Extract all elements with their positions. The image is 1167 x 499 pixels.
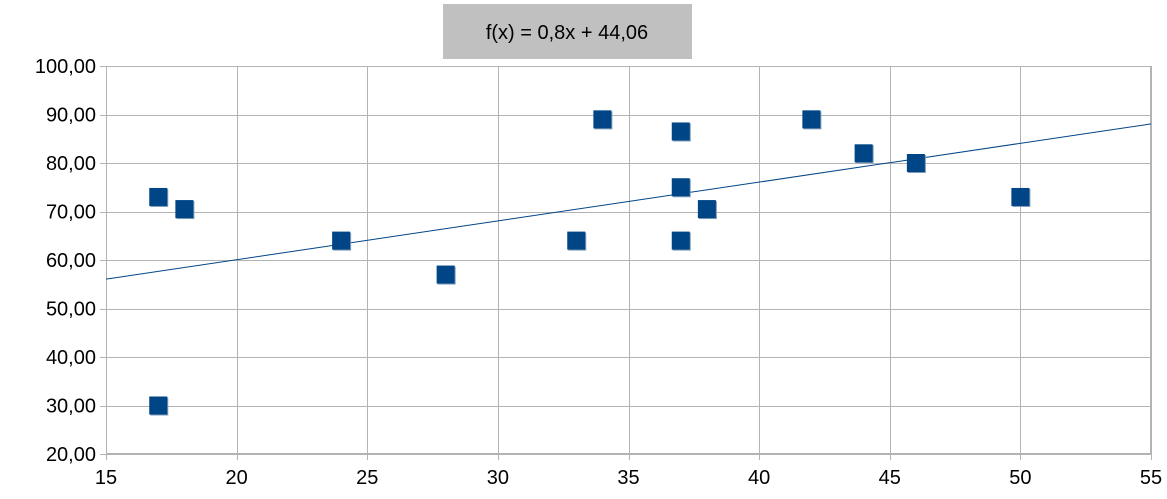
data-point	[175, 200, 193, 218]
x-tick-label: 55	[1140, 467, 1162, 489]
y-tick-label: 80,00	[46, 153, 96, 175]
equation-box: f(x) = 0,8x + 44,06	[443, 4, 692, 59]
x-tick-labels: 15 20 25 30 35 40 45 50 55	[95, 467, 1162, 489]
data-point	[698, 200, 716, 218]
data-point	[332, 232, 350, 250]
data-point	[672, 232, 690, 250]
data-points	[149, 110, 1030, 415]
x-tick-label: 45	[879, 467, 901, 489]
x-tick-label: 20	[226, 467, 248, 489]
y-tick-label: 90,00	[46, 105, 96, 127]
y-tick-label: 60,00	[46, 250, 96, 272]
data-point	[672, 122, 690, 140]
data-point	[149, 397, 167, 415]
y-tick-label: 40,00	[46, 347, 96, 369]
y-tick-label: 70,00	[46, 202, 96, 224]
x-tick-label: 40	[748, 467, 770, 489]
data-point	[437, 266, 455, 284]
y-tick-label: 100,00	[35, 56, 96, 78]
y-tick-labels: 20,00 30,00 40,00 50,00 60,00 70,00 80,00 90,00…	[35, 56, 96, 466]
data-point	[567, 232, 585, 250]
data-point	[1011, 188, 1029, 206]
trendline-layer	[106, 124, 1151, 279]
x-tick-label: 25	[356, 467, 378, 489]
data-point	[672, 178, 690, 196]
data-point	[802, 110, 820, 128]
data-point	[149, 188, 167, 206]
x-tick-label: 35	[617, 467, 639, 489]
data-point	[855, 144, 873, 162]
x-tick-label: 15	[95, 467, 117, 489]
y-tick-label: 50,00	[46, 299, 96, 321]
x-tick-label: 50	[1009, 467, 1031, 489]
y-tick-label: 30,00	[46, 396, 96, 418]
equation-label: f(x) = 0,8x + 44,06	[486, 22, 648, 44]
x-tick-label: 30	[487, 467, 509, 489]
trendline	[106, 124, 1151, 279]
data-point	[907, 154, 925, 172]
y-tick-label: 20,00	[46, 444, 96, 466]
axes	[100, 67, 1152, 461]
data-point	[593, 110, 611, 128]
grid	[106, 66, 1152, 455]
